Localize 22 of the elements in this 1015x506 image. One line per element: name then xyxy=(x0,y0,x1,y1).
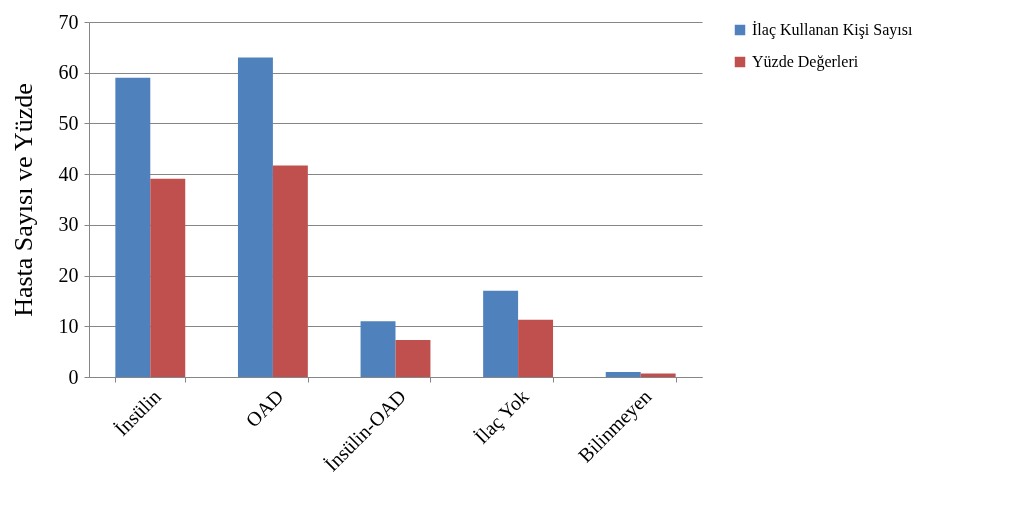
bar xyxy=(395,339,431,377)
y-tick-label: 40 xyxy=(58,162,79,185)
bar xyxy=(360,321,396,377)
x-tick-label: İlaç Yok xyxy=(470,385,534,449)
y-axis-title: Hasta Sayısı ve Yüzde xyxy=(8,83,38,317)
bar xyxy=(237,57,273,377)
bar xyxy=(640,373,676,377)
bar xyxy=(150,178,186,377)
bar xyxy=(605,371,641,377)
y-tick-label: 70 xyxy=(58,10,79,33)
legend-label: Yüzde Değerleri xyxy=(752,53,859,71)
y-tick-label: 30 xyxy=(58,213,79,236)
bar xyxy=(483,290,519,377)
legend-label: İlaç Kullanan Kişi Sayısı xyxy=(752,21,913,39)
bar xyxy=(272,165,308,377)
y-tick-label: 0 xyxy=(68,365,79,388)
y-tick-label: 50 xyxy=(58,111,79,134)
y-tick-label: 20 xyxy=(58,264,79,287)
y-tick-label: 60 xyxy=(58,61,79,84)
bar xyxy=(518,319,554,377)
y-tick-label: 10 xyxy=(58,314,79,337)
bar xyxy=(115,77,151,377)
